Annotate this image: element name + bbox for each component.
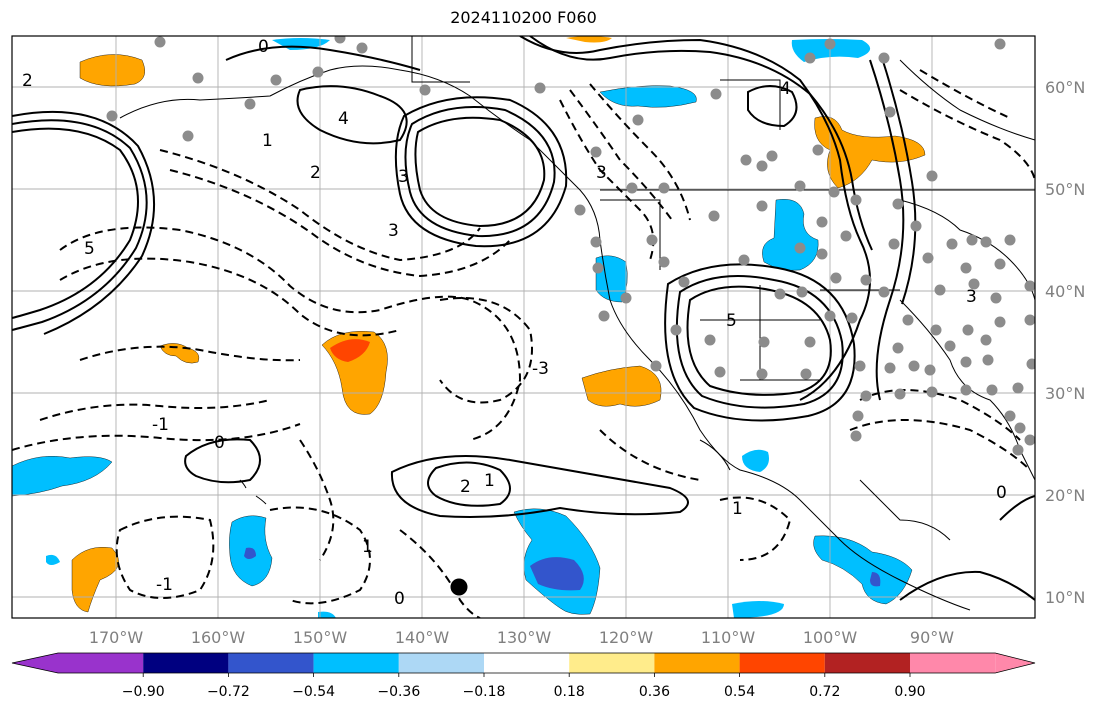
negative-region xyxy=(732,601,784,618)
contour-label: 4 xyxy=(338,109,349,129)
lon-label: 130°W xyxy=(497,628,552,647)
negative-region xyxy=(46,554,60,565)
lon-label: 90°W xyxy=(910,628,954,647)
colorbar-tick-label: 0.54 xyxy=(724,684,755,700)
colorbar-tick-label: −0.18 xyxy=(463,684,506,700)
colorbar-segment xyxy=(143,653,229,673)
colorbar-tick-label: −0.90 xyxy=(122,684,165,700)
contour-label: 3 xyxy=(398,167,409,187)
colorbar-tick-label: −0.54 xyxy=(292,684,335,700)
colorbar-tick-label: 0.18 xyxy=(554,684,585,700)
positive-region xyxy=(566,36,612,43)
lon-label: 140°W xyxy=(395,628,450,647)
contour-label: -3 xyxy=(532,359,549,379)
latitude-labels: 60°N 50°N 40°N 30°N 20°N 10°N xyxy=(1045,78,1085,607)
colorbar-tick-label: −0.72 xyxy=(207,684,250,700)
colorbar-max-arrow xyxy=(995,653,1035,673)
colorbar-tick-label: 0.36 xyxy=(639,684,670,700)
contour-labels: 0 1 2 3 4 5 -3 -1 0 1 2 3 4 5 3 1 0 -1 3… xyxy=(22,37,1007,609)
strong-positive-region xyxy=(330,339,370,362)
colorbar: −0.90 −0.72 −0.54 −0.36 −0.18 0.18 0.36 … xyxy=(11,652,1036,700)
map-title: 2024110200 F060 xyxy=(450,8,597,27)
contour-label: 2 xyxy=(310,163,321,183)
colorbar-segment xyxy=(313,653,399,673)
positive-region xyxy=(581,365,662,407)
longitude-labels: 170°W 160°W 150°W 140°W 130°W 120°W 110°… xyxy=(89,628,954,647)
negative-region xyxy=(12,456,113,497)
negative-region xyxy=(762,199,819,271)
contour-label: 2 xyxy=(22,71,33,91)
contour-label: 1 xyxy=(484,471,495,491)
strong-negative-region xyxy=(244,547,256,559)
colorbar-min-arrow xyxy=(12,653,58,673)
lon-label: 110°W xyxy=(701,628,756,647)
colorbar-segment xyxy=(228,653,314,673)
contour-label: 0 xyxy=(394,589,405,609)
contour-label: 1 xyxy=(732,499,743,519)
colorbar-segment xyxy=(824,653,910,673)
lat-label: 10°N xyxy=(1045,588,1085,607)
shaded-regions xyxy=(12,36,926,618)
lat-label: 30°N xyxy=(1045,384,1085,403)
negative-region xyxy=(318,611,336,618)
lon-label: 160°W xyxy=(191,628,246,647)
lon-label: 100°W xyxy=(803,628,858,647)
contour-label: 3 xyxy=(966,287,977,307)
plot-frame xyxy=(11,35,1036,619)
contour-label: -1 xyxy=(156,575,173,595)
positive-region xyxy=(71,547,119,613)
lat-label: 60°N xyxy=(1045,78,1085,97)
contour-label: 1 xyxy=(362,537,373,557)
contour-label: 3 xyxy=(596,163,607,183)
strong-negative-region xyxy=(530,557,584,591)
contour-label: 1 xyxy=(262,131,273,151)
marker-point xyxy=(450,578,468,596)
contour-label: 0 xyxy=(258,37,269,57)
colorbar-segment xyxy=(739,653,825,673)
contour-label: 4 xyxy=(780,79,791,99)
strong-negative-region xyxy=(870,572,881,587)
colorbar-segment xyxy=(398,653,484,673)
colorbar-segment xyxy=(569,653,655,673)
colorbar-segment xyxy=(654,653,740,673)
contour-label: 5 xyxy=(84,239,95,259)
positive-region xyxy=(79,54,145,87)
colorbar-tick-label: 0.90 xyxy=(894,684,925,700)
contour-label: 0 xyxy=(214,433,225,453)
lat-label: 20°N xyxy=(1045,486,1085,505)
gridlines xyxy=(12,36,1035,618)
contour-label: 0 xyxy=(996,483,1007,503)
contour-label: -1 xyxy=(152,415,169,435)
lon-label: 150°W xyxy=(293,628,348,647)
contour-label: 2 xyxy=(460,477,471,497)
colorbar-segment xyxy=(58,653,144,673)
lon-label: 170°W xyxy=(89,628,144,647)
colorbar-tick-label: 0.72 xyxy=(809,684,840,700)
contour-label: 5 xyxy=(726,311,737,331)
contour-label: 3 xyxy=(388,221,399,241)
station-markers xyxy=(106,36,1035,456)
colorbar-tick-label: −0.36 xyxy=(377,684,420,700)
colorbar-segment xyxy=(484,653,570,673)
lat-label: 50°N xyxy=(1045,180,1085,199)
negative-region xyxy=(742,449,769,472)
lon-label: 120°W xyxy=(599,628,654,647)
contours xyxy=(12,36,1035,618)
lat-label: 40°N xyxy=(1045,282,1085,301)
colorbar-segment xyxy=(910,653,996,673)
negative-region xyxy=(813,535,913,605)
